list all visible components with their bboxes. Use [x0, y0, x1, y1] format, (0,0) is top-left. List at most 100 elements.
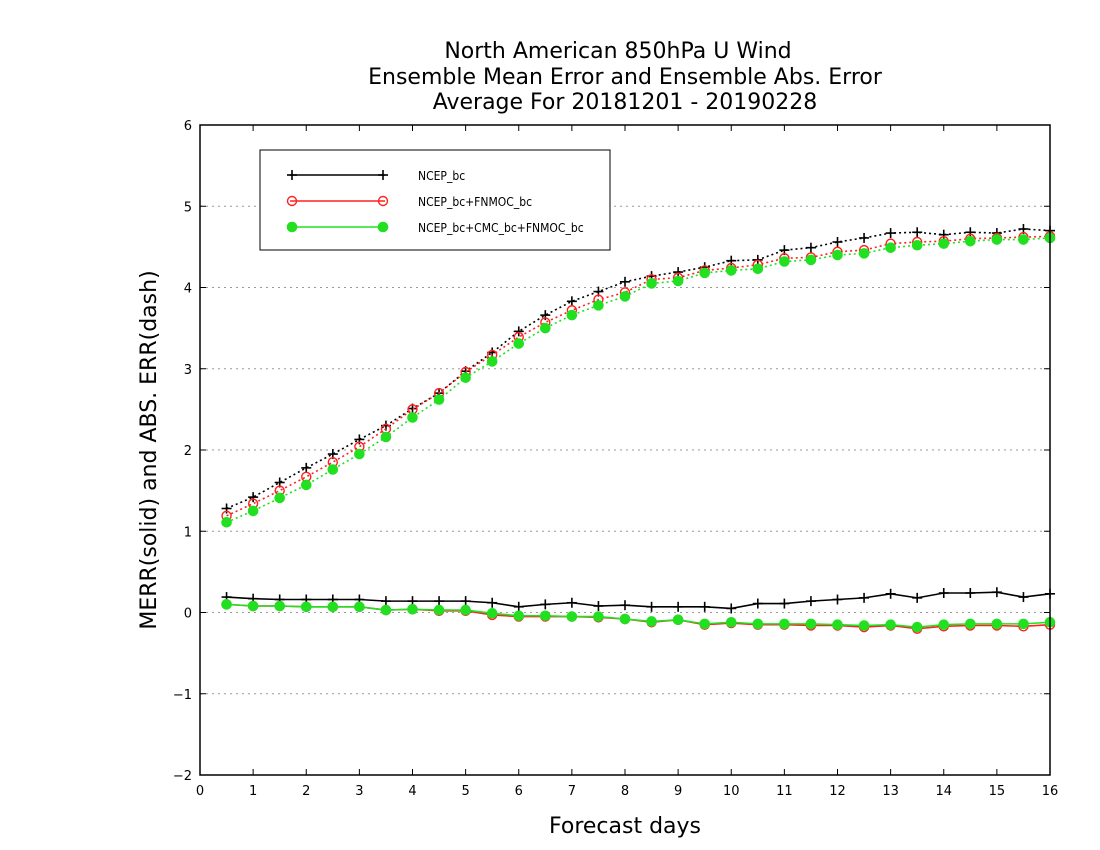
- y-tick-label: 4: [184, 282, 192, 297]
- chart-title-line-3: Average For 20181201 - 20190228: [433, 90, 818, 115]
- y-tick-label: 1: [184, 525, 192, 540]
- y-tick-label: −2: [173, 769, 192, 784]
- abs-err-point: [407, 412, 418, 423]
- merr-point: [540, 610, 551, 622]
- merr-point: [965, 618, 976, 630]
- abs-err-point: [433, 394, 445, 405]
- abs-err-point: [725, 265, 737, 276]
- merr-point: [885, 619, 896, 630]
- abs-err-point: [380, 431, 392, 443]
- abs-err-point: [965, 235, 976, 247]
- abs-err-point: [938, 229, 949, 240]
- abs-err-point: [486, 356, 498, 367]
- abs-err-point: [912, 227, 923, 238]
- abs-err-point: [460, 372, 471, 383]
- abs-err-point: [274, 492, 285, 504]
- series-2: [221, 232, 1056, 633]
- x-tick-label: 5: [461, 784, 469, 799]
- abs-err-point: [805, 242, 816, 253]
- merr-point: [434, 596, 445, 607]
- abs-err-point: [566, 296, 577, 307]
- merr-point: [460, 596, 471, 607]
- merr-point: [752, 618, 764, 630]
- x-tick-label: 0: [196, 784, 204, 799]
- merr-point: [938, 619, 950, 630]
- merr-point: [805, 618, 817, 630]
- merr-point: [699, 618, 710, 630]
- legend-marker-right: [377, 221, 389, 233]
- merr-line: [226, 591, 1051, 610]
- abs-err-point: [354, 448, 365, 460]
- abs-err-point: [620, 276, 630, 287]
- y-tick-label: 6: [184, 119, 192, 134]
- abs-err-point: [779, 256, 790, 267]
- abs-err-point: [248, 492, 259, 503]
- y-axis-label: MERR(solid) and ABS. ERR(dash): [137, 270, 162, 629]
- abs-err-point: [858, 248, 870, 259]
- abs-err-point: [832, 237, 843, 247]
- merr-point: [486, 608, 498, 619]
- abs-err-point: [859, 232, 870, 243]
- abs-err-point: [513, 326, 524, 337]
- merr-point: [805, 596, 816, 607]
- series-layer: [221, 224, 1056, 634]
- merr-point: [513, 601, 524, 612]
- merr-point: [274, 600, 285, 612]
- abs-err-point: [566, 309, 578, 321]
- legend-marker-right: [377, 195, 389, 207]
- merr-point: [646, 601, 657, 612]
- legend-box: [259, 149, 611, 251]
- y-tick-label: 2: [184, 444, 192, 459]
- merr-point: [300, 601, 312, 613]
- merr-point: [327, 601, 339, 613]
- merr-point: [407, 603, 418, 615]
- x-tick-label: 15: [989, 784, 1006, 799]
- x-tick-label: 3: [355, 784, 363, 799]
- abs-err-line: [226, 237, 1051, 524]
- merr-point: [354, 601, 365, 613]
- legend-marker-left: [287, 170, 297, 180]
- abs-err-point: [965, 227, 976, 238]
- merr-point: [779, 618, 790, 630]
- abs-err-point: [672, 275, 684, 287]
- chart-title-line-1: North American 850hPa U Wind: [444, 39, 791, 64]
- x-tick-label: 7: [568, 784, 576, 799]
- merr-point: [725, 616, 737, 628]
- series-0: [221, 224, 1055, 614]
- legend-marker-left: [286, 221, 298, 233]
- abs-err-point: [938, 238, 950, 249]
- merr-point: [991, 587, 1002, 598]
- legend-items: NCEP_bc NCEP_bc+FNMOC_bc NCEP_bc+CMC_bc+FN…: [286, 169, 584, 235]
- merr-line: [226, 603, 1051, 628]
- merr-point: [487, 597, 498, 608]
- merr-point: [1018, 592, 1029, 603]
- merr-point: [779, 598, 790, 609]
- abs-err-point: [513, 338, 525, 349]
- merr-point: [699, 601, 710, 612]
- merr-point: [540, 599, 551, 610]
- abs-err-point: [300, 479, 312, 491]
- merr-point: [991, 618, 1003, 630]
- merr-point: [912, 592, 923, 603]
- abs-err-point: [832, 249, 843, 261]
- merr-point: [885, 588, 896, 599]
- merr-point: [380, 596, 391, 607]
- x-tick-label: 8: [621, 784, 629, 799]
- merr-point: [832, 594, 843, 605]
- x-tick-label: 13: [882, 784, 899, 799]
- abs-err-point: [699, 267, 710, 279]
- merr-point: [566, 597, 577, 608]
- y-tick-label: −1: [173, 688, 192, 703]
- x-tick-label: 12: [829, 784, 846, 799]
- merr-point: [460, 604, 471, 616]
- merr-point: [858, 620, 870, 631]
- x-tick-label: 1: [249, 784, 257, 799]
- legend-label: NCEP_bc+CMC_bc+FNMOC_bc: [418, 221, 584, 235]
- legend-marker-right: [378, 170, 388, 180]
- abs-err-point: [619, 291, 631, 302]
- x-tick-label: 9: [674, 784, 682, 799]
- merr-point: [221, 599, 232, 610]
- abs-err-point: [885, 242, 896, 253]
